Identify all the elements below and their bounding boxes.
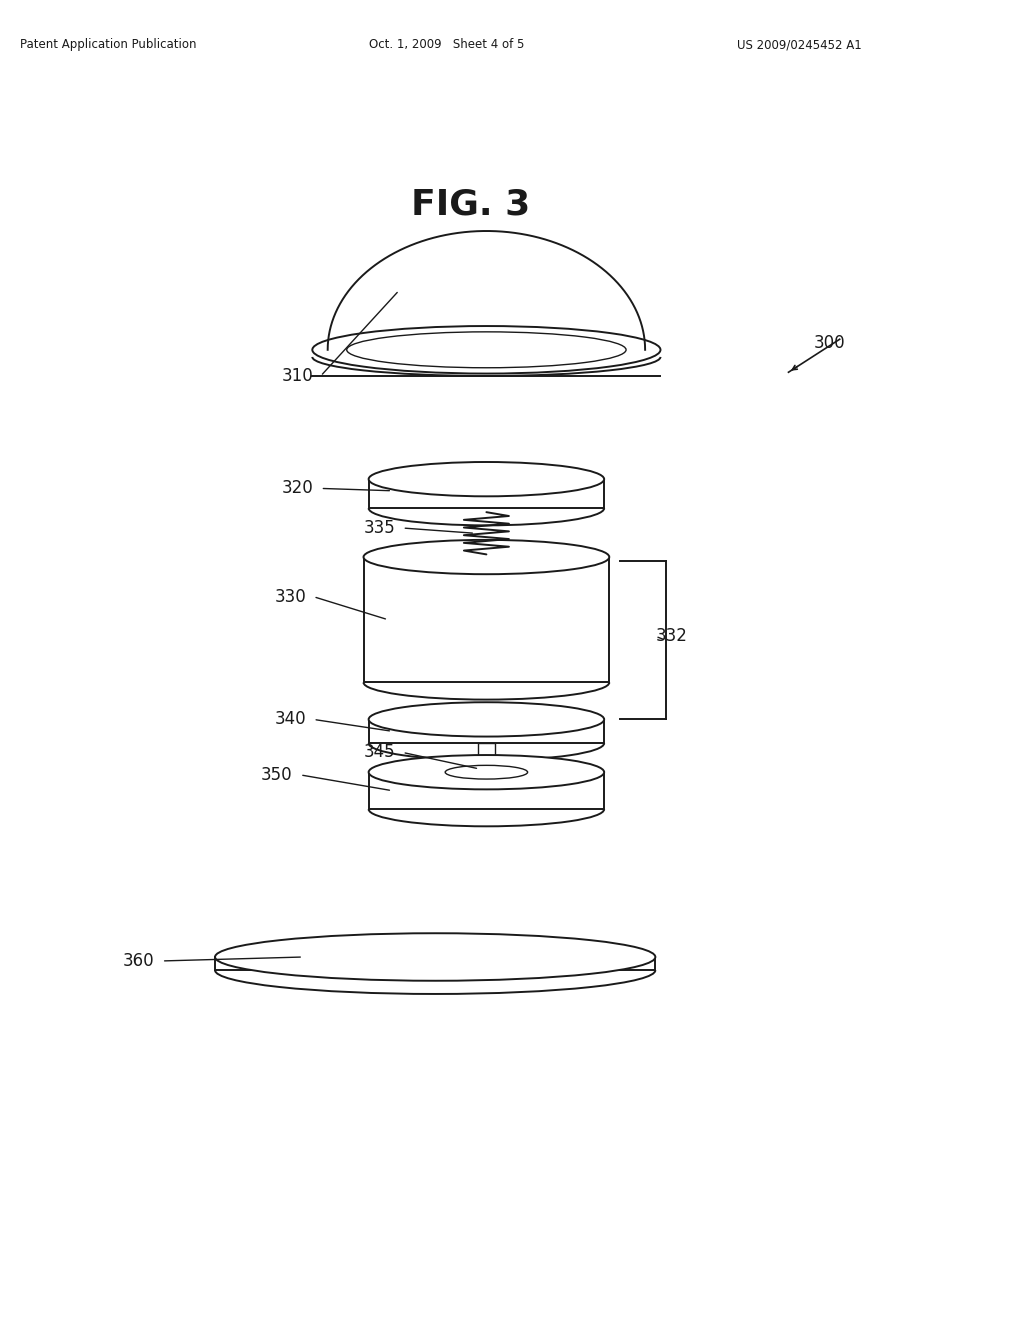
Text: 320: 320 — [282, 479, 313, 498]
Ellipse shape — [369, 755, 604, 789]
Ellipse shape — [445, 766, 527, 779]
Polygon shape — [369, 772, 604, 809]
Polygon shape — [369, 479, 604, 508]
Text: 335: 335 — [364, 519, 395, 537]
Ellipse shape — [369, 462, 604, 496]
Text: US 2009/0245452 A1: US 2009/0245452 A1 — [737, 38, 862, 51]
Polygon shape — [369, 719, 604, 743]
Ellipse shape — [347, 331, 626, 368]
Text: 360: 360 — [123, 952, 155, 970]
Ellipse shape — [364, 540, 609, 574]
Ellipse shape — [312, 326, 660, 374]
Text: FIG. 3: FIG. 3 — [412, 187, 530, 222]
Text: 332: 332 — [655, 627, 687, 645]
Text: 345: 345 — [364, 743, 395, 762]
Text: Patent Application Publication: Patent Application Publication — [20, 38, 197, 51]
Ellipse shape — [369, 702, 604, 737]
Ellipse shape — [215, 933, 655, 981]
Text: 330: 330 — [274, 587, 306, 606]
Text: 350: 350 — [261, 766, 293, 784]
Text: 300: 300 — [814, 334, 846, 352]
Polygon shape — [478, 743, 495, 770]
Text: 310: 310 — [282, 367, 313, 385]
Polygon shape — [364, 557, 609, 682]
Polygon shape — [215, 957, 655, 970]
Text: Oct. 1, 2009   Sheet 4 of 5: Oct. 1, 2009 Sheet 4 of 5 — [369, 38, 524, 51]
Text: 340: 340 — [274, 710, 306, 729]
